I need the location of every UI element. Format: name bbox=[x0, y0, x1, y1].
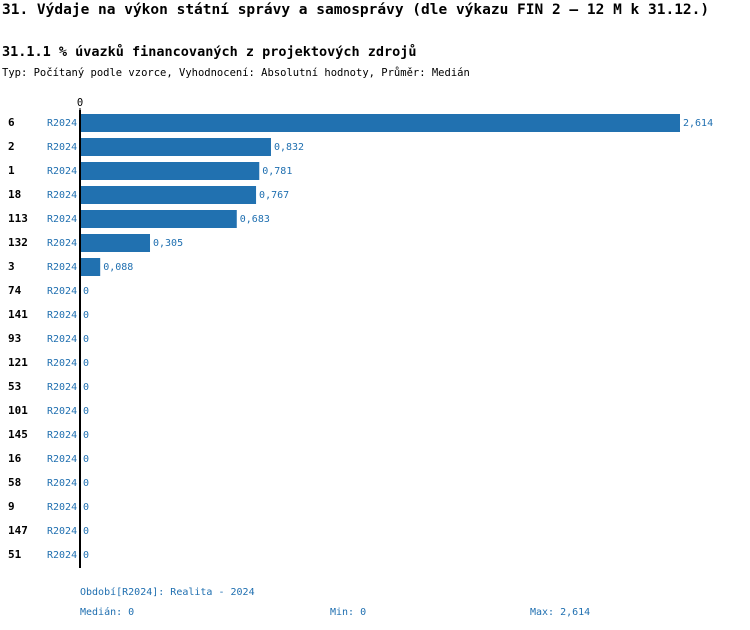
category-label: 9 bbox=[8, 500, 15, 513]
category-label: 2 bbox=[8, 140, 15, 153]
value-label: 0,781 bbox=[262, 166, 292, 177]
category-label: 74 bbox=[8, 284, 22, 297]
series-label: R2024 bbox=[47, 190, 77, 201]
chart-note: Typ: Počítaný podle vzorce, Vyhodnocení:… bbox=[2, 67, 470, 79]
value-label: 0 bbox=[83, 406, 89, 417]
series-label: R2024 bbox=[47, 142, 77, 153]
category-label: 101 bbox=[8, 404, 28, 417]
footer-min: Min: 0 bbox=[330, 607, 366, 618]
bar bbox=[80, 138, 271, 156]
category-label: 18 bbox=[8, 188, 21, 201]
series-label: R2024 bbox=[47, 334, 77, 345]
value-label: 0 bbox=[83, 550, 89, 561]
series-label: R2024 bbox=[47, 214, 77, 225]
series-label: R2024 bbox=[47, 454, 77, 465]
category-label: 3 bbox=[8, 260, 15, 273]
category-label: 6 bbox=[8, 116, 15, 129]
category-label: 141 bbox=[8, 308, 28, 321]
series-label: R2024 bbox=[47, 382, 77, 393]
x-tick-label: 0 bbox=[77, 97, 83, 109]
value-label: 0 bbox=[83, 454, 89, 465]
bar bbox=[80, 234, 151, 252]
bar bbox=[80, 258, 101, 276]
value-label: 0 bbox=[83, 382, 89, 393]
series-label: R2024 bbox=[47, 166, 77, 177]
series-label: R2024 bbox=[47, 286, 77, 297]
value-label: 0 bbox=[83, 334, 89, 345]
series-label: R2024 bbox=[47, 238, 77, 249]
value-label: 0 bbox=[83, 478, 89, 489]
category-label: 147 bbox=[8, 524, 28, 537]
footer-max: Max: 2,614 bbox=[530, 607, 590, 618]
category-label: 121 bbox=[8, 356, 28, 369]
series-label: R2024 bbox=[47, 406, 77, 417]
footer-median: Medián: 0 bbox=[80, 606, 134, 618]
chart-subtitle: 31.1.1 % úvazků financovaných z projekto… bbox=[2, 43, 417, 60]
bar bbox=[80, 210, 237, 228]
category-label: 93 bbox=[8, 332, 21, 345]
series-label: R2024 bbox=[47, 262, 77, 273]
series-label: R2024 bbox=[47, 478, 77, 489]
value-label: 2,614 bbox=[683, 118, 713, 129]
series-label: R2024 bbox=[47, 118, 77, 129]
value-label: 0 bbox=[83, 286, 89, 297]
value-label: 0 bbox=[83, 358, 89, 369]
value-label: 0,305 bbox=[153, 238, 183, 249]
series-label: R2024 bbox=[47, 526, 77, 537]
category-label: 51 bbox=[8, 548, 22, 561]
bar bbox=[80, 114, 680, 132]
category-label: 113 bbox=[8, 212, 28, 225]
footer-period: Období[R2024]: Realita - 2024 bbox=[80, 586, 255, 598]
category-label: 58 bbox=[8, 476, 21, 489]
series-label: R2024 bbox=[47, 358, 77, 369]
category-label: 53 bbox=[8, 380, 21, 393]
series-label: R2024 bbox=[47, 310, 77, 321]
category-label: 1 bbox=[8, 164, 15, 177]
series-label: R2024 bbox=[47, 550, 77, 561]
value-label: 0 bbox=[83, 502, 89, 513]
category-label: 16 bbox=[8, 452, 22, 465]
category-label: 145 bbox=[8, 428, 28, 441]
category-label: 132 bbox=[8, 236, 28, 249]
value-label: 0,832 bbox=[274, 142, 304, 153]
chart-title: 31. Výdaje na výkon státní správy a samo… bbox=[2, 2, 709, 18]
value-label: 0,683 bbox=[240, 214, 270, 225]
value-label: 0,088 bbox=[103, 262, 133, 273]
series-label: R2024 bbox=[47, 502, 77, 513]
value-label: 0 bbox=[83, 430, 89, 441]
value-label: 0 bbox=[83, 526, 89, 537]
value-label: 0 bbox=[83, 310, 89, 321]
bar bbox=[80, 186, 257, 204]
series-label: R2024 bbox=[47, 430, 77, 441]
value-label: 0,767 bbox=[259, 190, 289, 201]
bar bbox=[80, 162, 260, 180]
